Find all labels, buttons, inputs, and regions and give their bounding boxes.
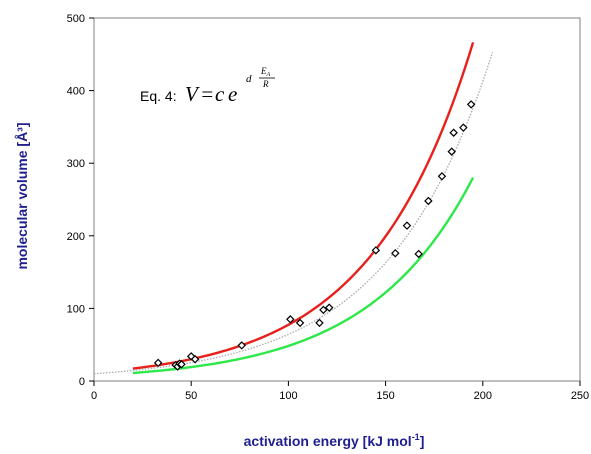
- x-axis-title: activation energy [kJ mol-1]: [244, 432, 425, 449]
- data-point: [153, 358, 163, 368]
- data-point: [459, 123, 468, 132]
- equation-c: c: [215, 82, 225, 106]
- data-point: [371, 246, 381, 255]
- equation-equals: =: [200, 82, 214, 106]
- x-tick-label: 100: [279, 390, 297, 402]
- y-tick-label: 0: [79, 376, 85, 388]
- equation-denominator: R: [262, 79, 269, 89]
- data-point: [424, 196, 433, 206]
- x-axis-title-sup: -1: [412, 432, 420, 442]
- plot-border: [93, 17, 581, 382]
- x-tick-label: 0: [91, 390, 97, 402]
- fit-curve-3: [132, 176, 475, 375]
- data-point: [447, 147, 456, 156]
- equation-e: e: [228, 82, 237, 106]
- data-point: [437, 172, 447, 181]
- equation-numerator: EA: [260, 66, 271, 78]
- data-point: [295, 318, 305, 328]
- x-axis-title-end: ]: [420, 433, 425, 449]
- fit-curve-1: [132, 42, 475, 370]
- equation-numerator-e: E: [260, 66, 267, 76]
- y-tick-label: 400: [67, 86, 85, 98]
- data-point: [402, 221, 412, 230]
- data-point: [449, 128, 458, 137]
- fit-curve-2: [93, 52, 494, 375]
- y-tick-label: 300: [67, 158, 85, 170]
- data-point: [315, 318, 324, 328]
- data-points: [153, 100, 476, 371]
- data-point: [286, 315, 295, 324]
- x-axis-title-main: activation energy [kJ mol: [244, 433, 412, 449]
- equation-annotation: Eq. 4: V = c e d EA R: [140, 66, 275, 106]
- x-tick-label: 200: [474, 390, 492, 402]
- data-point: [177, 360, 186, 369]
- data-point: [324, 303, 334, 312]
- data-point: [190, 354, 200, 364]
- data-point: [414, 249, 423, 259]
- y-tick-label: 500: [67, 13, 85, 25]
- x-tick-label: 150: [376, 390, 394, 402]
- axis-ticks: 0 50 100 150 200 250 0 100 200 300 400 500: [67, 13, 590, 402]
- fit-curves: [93, 42, 494, 375]
- equation-prefix: Eq. 4:: [140, 88, 177, 104]
- equation-v: V: [185, 82, 200, 106]
- data-point: [237, 341, 246, 350]
- x-tick-label: 250: [571, 390, 589, 402]
- equation-numerator-sub: A: [266, 72, 271, 78]
- plot-area: [93, 17, 581, 382]
- data-point: [319, 305, 328, 315]
- x-tick-label: 50: [185, 390, 197, 402]
- data-point: [391, 248, 400, 258]
- y-tick-label: 200: [67, 231, 85, 243]
- equation-d: d: [246, 73, 252, 85]
- y-tick-label: 100: [67, 303, 85, 315]
- y-axis-title: molecular volume [Å³]: [14, 122, 30, 269]
- data-point: [466, 100, 476, 109]
